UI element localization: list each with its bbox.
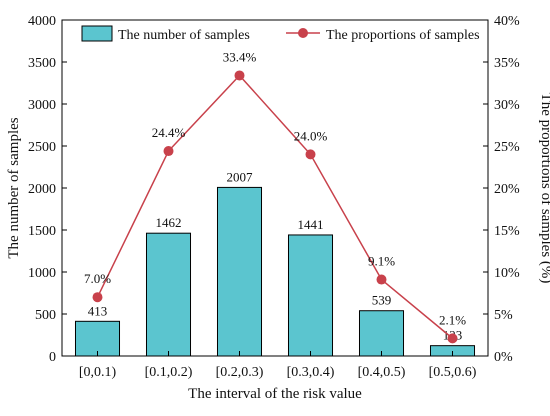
x-tick-label: [0.1,0.2): [145, 365, 193, 380]
proportion-label: 7.0%: [84, 271, 111, 286]
y-tick-label: 0: [49, 350, 56, 365]
proportion-label: 33.4%: [223, 49, 257, 64]
legend-bar-label: The number of samples: [118, 28, 250, 43]
y-tick-label: 1500: [28, 224, 56, 239]
legend-line-label: The proportions of samples: [326, 28, 480, 43]
y2-tick-label: 20%: [494, 182, 520, 197]
x-tick-label: [0,0.1): [79, 365, 117, 380]
y2-tick-label: 5%: [494, 308, 513, 323]
proportion-label: 9.1%: [368, 254, 395, 269]
proportion-point: [163, 146, 174, 157]
bar: [216, 186, 263, 357]
proportion-point: [305, 149, 316, 160]
y2-tick-label: 25%: [494, 140, 520, 155]
y-tick-label: 2000: [28, 182, 56, 197]
bar: [287, 234, 334, 357]
bar-value-label: 2007: [227, 169, 254, 184]
y-tick-label: 3000: [28, 98, 56, 113]
bar: [358, 310, 405, 357]
proportion-label: 2.1%: [439, 312, 466, 327]
x-tick-label: [0.5,0.6): [429, 365, 477, 380]
bar-value-label: 1462: [156, 215, 182, 230]
y2-tick-label: 35%: [494, 56, 520, 71]
proportion-line: [96, 74, 453, 339]
proportion-point: [447, 333, 458, 344]
legend-bar-swatch: [81, 25, 113, 42]
proportion-point: [376, 274, 387, 285]
bar-value-label: 413: [88, 303, 108, 318]
bar: [145, 232, 192, 357]
y2-tick-label: 10%: [494, 266, 520, 281]
line-layer: 7.0% 24.4% 33.4% 24.0% 9.1% 2.1%: [84, 49, 466, 344]
x-tick-label: [0.3,0.4): [287, 365, 335, 380]
y2-tick-label: 15%: [494, 224, 520, 239]
y2-axis-title: The proportions of samples (%): [538, 93, 550, 284]
bars-layer: 413146220071441539123: [74, 169, 476, 357]
bar: [74, 320, 121, 357]
y-tick-label: 4000: [28, 14, 56, 29]
bar-value-label: 1441: [298, 217, 324, 232]
x-axis-title: The interval of the risk value: [188, 386, 362, 402]
y2-tick-label: 30%: [494, 98, 520, 113]
legend: The number of samples The proportions of …: [81, 25, 480, 43]
proportion-label: 24.0%: [294, 128, 328, 143]
x-tick-label: [0.2,0.3): [216, 365, 264, 380]
proportion-point: [92, 292, 103, 303]
legend-line-marker: [298, 28, 308, 38]
y-axis-title: The number of samples: [6, 117, 22, 258]
bar-value-label: 539: [372, 293, 392, 308]
y-tick-label: 3500: [28, 56, 56, 71]
proportion-point: [234, 70, 245, 81]
y-tick-label: 2500: [28, 140, 56, 155]
axes-layer: 0 500 1000 1500 2000 2500 3000 3500 4000 0% 5% 10% 1…: [28, 14, 520, 380]
y2-tick-label: 0%: [494, 350, 513, 365]
y-tick-label: 1000: [28, 266, 56, 281]
plot-frame: [61, 19, 489, 357]
y-tick-label: 500: [35, 308, 56, 323]
y2-tick-label: 40%: [494, 14, 520, 29]
proportion-label: 24.4%: [152, 125, 186, 140]
x-tick-label: [0.4,0.5): [358, 365, 406, 380]
